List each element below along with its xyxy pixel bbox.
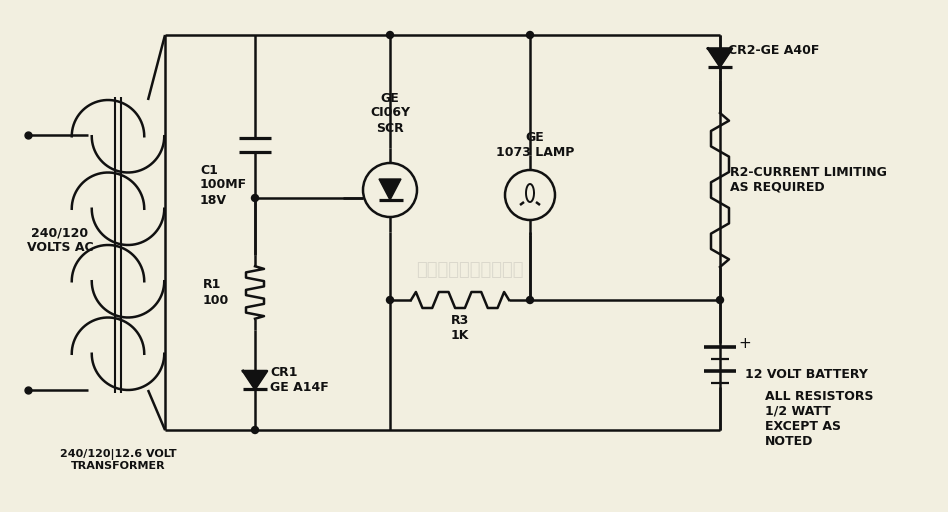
Text: R3
1K: R3 1K <box>451 314 469 342</box>
Text: ALL RESISTORS
1/2 WATT
EXCEPT AS
NOTED: ALL RESISTORS 1/2 WATT EXCEPT AS NOTED <box>765 390 873 448</box>
Text: R1
100: R1 100 <box>203 279 229 307</box>
Text: 杭州将睿科技有限公司: 杭州将睿科技有限公司 <box>416 261 523 279</box>
Circle shape <box>717 296 723 304</box>
Text: 240/120|12.6 VOLT
TRANSFORMER: 240/120|12.6 VOLT TRANSFORMER <box>60 449 176 472</box>
Polygon shape <box>379 179 401 200</box>
Text: C1
100MF
18V: C1 100MF 18V <box>200 163 247 206</box>
Circle shape <box>526 32 534 38</box>
Text: R2-CURRENT LIMITING
AS REQUIRED: R2-CURRENT LIMITING AS REQUIRED <box>730 166 887 194</box>
Circle shape <box>251 195 259 202</box>
Text: GE
CI06Y
SCR: GE CI06Y SCR <box>370 92 410 135</box>
Polygon shape <box>708 49 732 67</box>
Text: GE
1073 LAMP: GE 1073 LAMP <box>496 131 574 159</box>
Circle shape <box>526 296 534 304</box>
Text: 12 VOLT BATTERY: 12 VOLT BATTERY <box>745 369 867 381</box>
Text: +: + <box>738 335 751 351</box>
Text: CR1
GE A14F: CR1 GE A14F <box>270 366 329 394</box>
Text: 240/120
VOLTS AC: 240/120 VOLTS AC <box>27 226 93 254</box>
Text: CR2-GE A40F: CR2-GE A40F <box>728 44 819 56</box>
Circle shape <box>387 32 393 38</box>
Polygon shape <box>243 371 267 389</box>
Circle shape <box>251 426 259 434</box>
Circle shape <box>387 296 393 304</box>
